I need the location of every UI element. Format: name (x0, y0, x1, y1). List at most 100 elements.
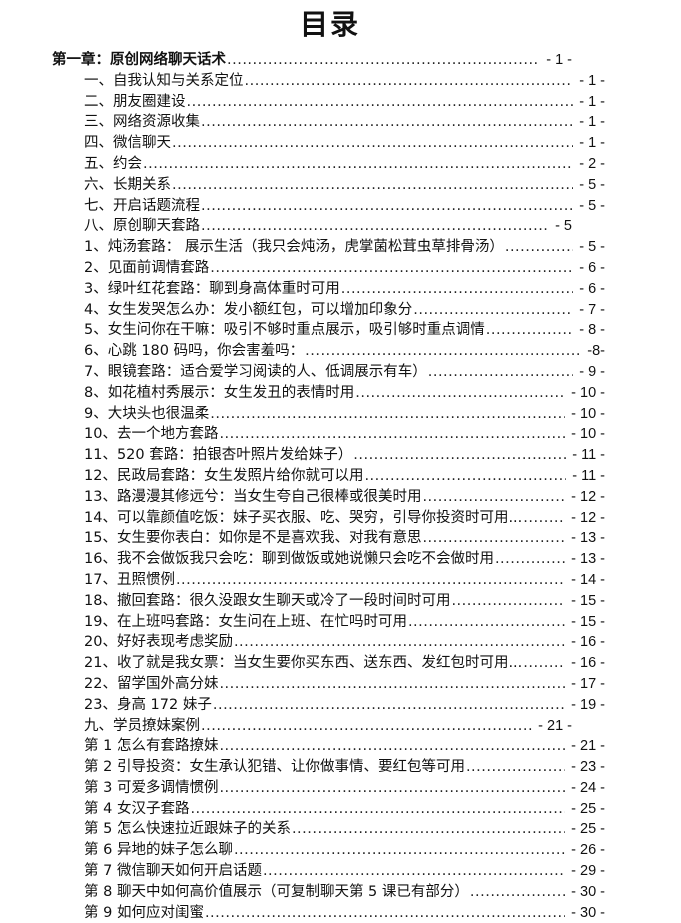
toc-entry-section[interactable]: 四、微信聊天 - 1 - (84, 133, 605, 154)
toc-entry-item[interactable]: 16、我不会做饭我只会吃：聊到做饭或她说懒只会吃不会做时用 - 13 - (84, 549, 605, 570)
toc-entry-item[interactable]: 17、丑照惯例 - 14 - (84, 570, 605, 591)
toc-entry-label: 九、学员撩妹案例 (84, 717, 200, 734)
toc-entry-item[interactable]: 18、撤回套路：很久没跟女生聊天或冷了一段时间时可用 - 15 - (84, 591, 605, 612)
toc-entry-page-number: - 1 - (579, 135, 605, 152)
toc-entry-item[interactable]: 第 2 引导投资：女生承认犯错、让你做事情、要红包等可用 - 23 - (84, 757, 605, 778)
toc-entry-label: 23、身高 172 妹子 (84, 696, 212, 713)
dot-leader (341, 279, 573, 300)
dot-leader (143, 154, 573, 175)
toc-entry-label: 2、见面前调情套路 (84, 259, 210, 276)
toc-entry-page-number: - 10 - (571, 384, 605, 401)
toc-entry-label: 第 8 聊天中如何高价值展示（可复制聊天第 5 课已有部分） (84, 883, 469, 900)
toc-entry-label: 16、我不会做饭我只会吃：聊到做饭或她说懒只会吃不会做时用 (84, 551, 494, 568)
toc-entry-label: 19、在上班吗套路：女生问在上班、在忙吗时可用 (84, 613, 407, 630)
toc-entry-item[interactable]: 15、女生要你表白：如你是不是喜欢我、对我有意思 - 13 - (84, 528, 605, 549)
dot-leader (219, 674, 565, 695)
toc-entry-item[interactable]: 22、留学国外高分妹 - 17 - (84, 674, 605, 695)
toc-entry-page-number: - 1 - (546, 52, 572, 68)
toc-entry-item[interactable]: 4、女生发哭怎么办：发小额红包，可以增加印象分 - 7 - (84, 300, 605, 321)
dot-leader (219, 778, 565, 799)
toc-entry-page-number: - 16 - (571, 655, 605, 672)
toc-entry-section[interactable]: 七、开启话题流程 - 5 - (84, 196, 605, 217)
dot-leader (505, 237, 573, 258)
toc-entry-label: 15、女生要你表白：如你是不是喜欢我、对我有意思 (84, 530, 422, 547)
dot-leader (408, 612, 565, 633)
toc-entry-item[interactable]: 第 6 异地的妹子怎么聊 - 26 - (84, 840, 605, 861)
dot-leader (219, 736, 565, 757)
toc-entry-page-number: - 17 - (571, 675, 605, 692)
toc-entry-label: 三、网络资源收集 (84, 114, 200, 131)
toc-entry-item[interactable]: 3、绿叶红花套路：聊到身高体重时可用 - 6 - (84, 279, 605, 300)
toc-entry-label: 六、长期关系 (84, 176, 171, 193)
toc-entry-chapter[interactable]: 第一章：原创网络聊天话术 - 1 - (52, 50, 572, 71)
toc-entry-item[interactable]: 8、如花植村秀展示：女生发丑的表情时用 - 10 - (84, 383, 605, 404)
toc-entry-label: 20、好好表现考虑奖励 (84, 634, 233, 651)
toc-entry-section[interactable]: 五、约会 - 2 - (84, 154, 605, 175)
page-title: 目录 (299, 8, 360, 41)
toc-entry-item[interactable]: 5、女生问你在干嘛：吸引不够时重点展示，吸引够时重点调情 - 8 - (84, 320, 605, 341)
toc-entry-item[interactable]: 第 3 可爱多调情惯例 - 24 - (84, 778, 605, 799)
toc-entry-label: 14、可以靠颜值吃饭：妹子买衣服、吃、哭穷，引导你投资时可用... (84, 509, 523, 526)
toc-entry-page-number: - 25 - (571, 821, 605, 838)
toc-entry-section[interactable]: 二、朋友圈建设 - 1 - (84, 92, 605, 113)
toc-entry-page-number: - 29 - (571, 863, 605, 880)
toc-entry-label: 8、如花植村秀展示：女生发丑的表情时用 (84, 384, 355, 401)
toc-entry-item[interactable]: 10、去一个地方套路 - 10 - (84, 424, 605, 445)
toc-entry-page-number: - 8 - (579, 322, 605, 339)
toc-entry-label: 第 9 如何应对闺蜜 (84, 904, 204, 921)
toc-entry-item[interactable]: 2、见面前调情套路 - 6 - (84, 258, 605, 279)
toc-entry-label: 八、原创聊天套路 (84, 218, 200, 235)
dot-leader (172, 175, 573, 196)
toc-entry-item[interactable]: 21、收了就是我女票：当女生要你买东西、送东西、发红包时可用... - 16 - (84, 653, 605, 674)
toc-entry-page-number: - 30 - (571, 883, 605, 900)
dot-leader (227, 50, 540, 71)
toc-entry-item[interactable]: 11、520 套路：拍银杏叶照片发给妹子） - 11 - (84, 445, 605, 466)
dot-leader (201, 112, 573, 133)
toc-entry-item[interactable]: 9、大块头也很温柔 - 10 - (84, 404, 605, 425)
toc-entry-label: 12、民政局套路：女生发照片给你就可以用 (84, 467, 364, 484)
toc-entry-page-number: - 5 (555, 218, 572, 235)
toc-entry-item[interactable]: 20、好好表现考虑奖励 - 16 - (84, 632, 605, 653)
toc-entry-item[interactable]: 7、眼镜套路：适合爱学习阅读的人、低调展示有车） - 9 - (84, 362, 605, 383)
toc-entry-item[interactable]: 1、炖汤套路： 展示生活（我只会炖汤，虎掌菌松茸虫草排骨汤） - 5 - (84, 237, 605, 258)
toc-entry-label: 第 2 引导投资：女生承认犯错、让你做事情、要红包等可用 (84, 759, 465, 776)
toc-entry-page-number: - 23 - (571, 759, 605, 776)
toc-entry-item[interactable]: 第 9 如何应对闺蜜 - 30 - (84, 903, 605, 923)
toc-entry-label: 7、眼镜套路：适合爱学习阅读的人、低调展示有车） (84, 363, 427, 380)
dot-leader (213, 695, 565, 716)
toc-entry-label: 13、路漫漫其修远兮：当女生夸自己很棒或很美时用 (84, 488, 422, 505)
toc-entry-item[interactable]: 12、民政局套路：女生发照片给你就可以用 - 11 - (84, 466, 605, 487)
toc-entry-item[interactable]: 19、在上班吗套路：女生问在上班、在忙吗时可用 - 15 - (84, 612, 605, 633)
toc-entry-page-number: - 2 - (579, 155, 605, 172)
dot-leader (190, 799, 565, 820)
toc-entry-item[interactable]: 第 8 聊天中如何高价值展示（可复制聊天第 5 课已有部分） - 30 - (84, 882, 605, 903)
toc-entry-item[interactable]: 第 7 微信聊天如何开启话题 - 29 - (84, 861, 605, 882)
toc-entry-section-short[interactable]: 九、学员撩妹案例 - 21 - (84, 716, 572, 737)
dot-leader (292, 819, 565, 840)
toc-entry-item[interactable]: 第 4 女汉子套路 - 25 - (84, 799, 605, 820)
toc-entry-item[interactable]: 14、可以靠颜值吃饭：妹子买衣服、吃、哭穷，引导你投资时可用... - 12 - (84, 508, 605, 529)
toc-entry-section[interactable]: 六、长期关系 - 5 - (84, 175, 605, 196)
toc-entry-item[interactable]: 13、路漫漫其修远兮：当女生夸自己很棒或很美时用 - 12 - (84, 487, 605, 508)
toc-entry-item[interactable]: 第 1 怎么有套路撩妹 - 21 - (84, 736, 605, 757)
toc-entry-page-number: - 19 - (571, 696, 605, 713)
toc-entry-section[interactable]: 一、自我认知与关系定位 - 1 - (84, 71, 605, 92)
toc-entry-section-short[interactable]: 八、原创聊天套路 - 5 (84, 216, 572, 237)
dot-leader (470, 882, 565, 903)
toc-entry-item[interactable]: 第 5 怎么快速拉近跟妹子的关系 - 25 - (84, 819, 605, 840)
toc-entry-item[interactable]: 23、身高 172 妹子 - 19 - (84, 695, 605, 716)
toc-entry-item[interactable]: 6、心跳 180 码吗，你会害羞吗： -8- (84, 341, 605, 362)
toc-entry-label: 6、心跳 180 码吗，你会害羞吗： (84, 343, 305, 360)
toc-entry-page-number: - 6 - (579, 280, 605, 297)
toc-entry-page-number: - 13 - (571, 530, 605, 547)
toc-entry-page-number: - 16 - (571, 634, 605, 651)
dot-leader (245, 71, 574, 92)
toc-entry-label: 22、留学国外高分妹 (84, 675, 219, 692)
toc-entry-section[interactable]: 三、网络资源收集 - 1 - (84, 112, 605, 133)
dot-leader (495, 549, 565, 570)
toc-entry-page-number: - 25 - (571, 800, 605, 817)
dot-leader (201, 216, 549, 237)
toc-entry-label: 第 5 怎么快速拉近跟妹子的关系 (84, 821, 291, 838)
toc-entry-label: 17、丑照惯例 (84, 571, 175, 588)
toc-entry-label: 9、大块头也很温柔 (84, 405, 210, 422)
